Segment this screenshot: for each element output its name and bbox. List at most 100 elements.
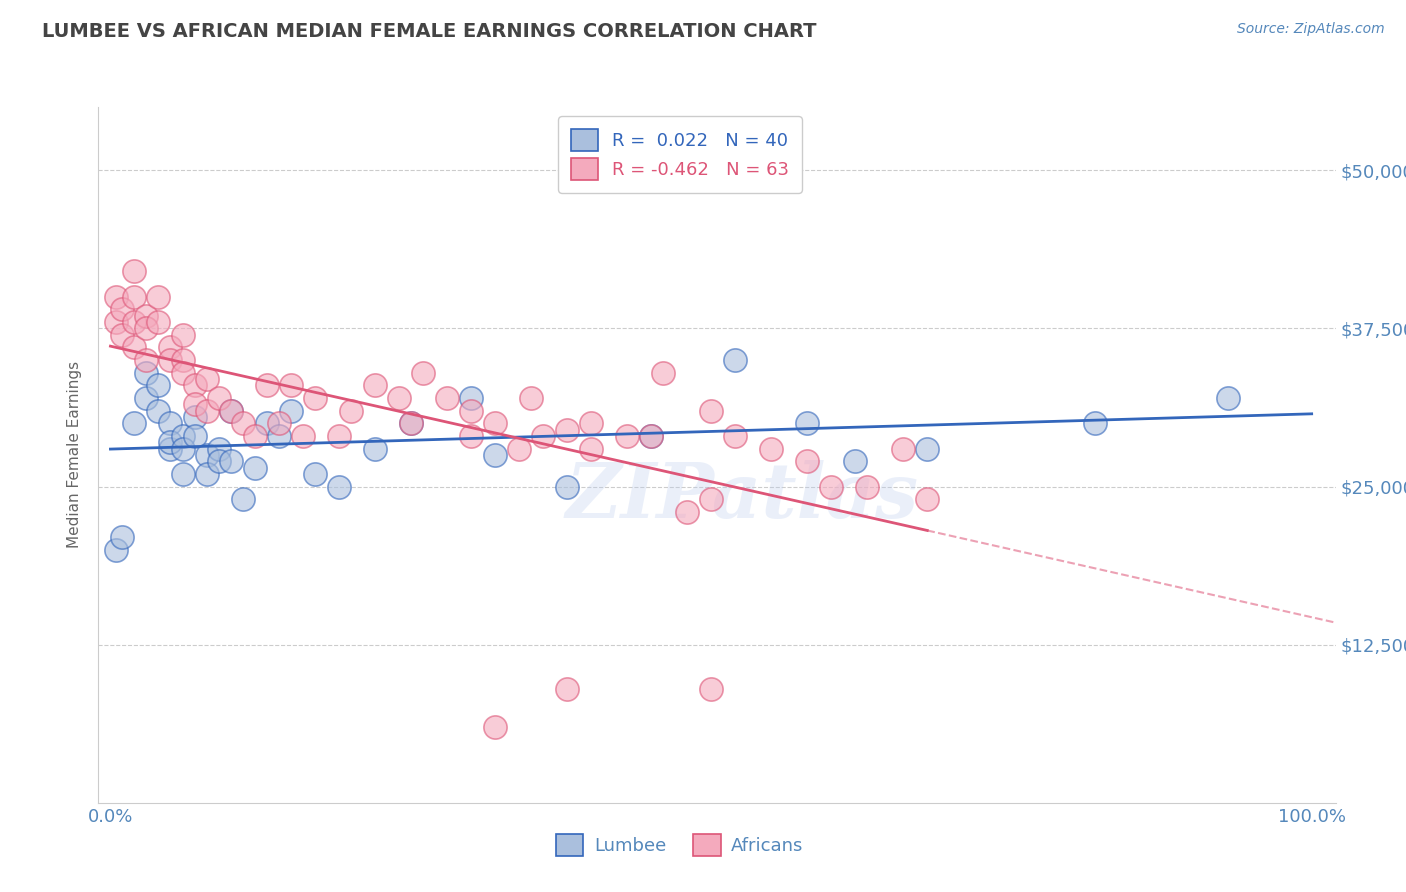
Point (256, 378, 278, 392)
Point (796, 454, 818, 468)
Point (280, 403, 302, 417)
Point (364, 442, 387, 456)
Point (172, 353, 194, 368)
Point (148, 378, 170, 392)
Point (124, 315, 146, 329)
Point (207, 454, 229, 468)
Point (105, 290, 128, 304)
Point (291, 429, 314, 443)
Point (195, 467, 218, 481)
Point (172, 429, 194, 443)
Point (484, 720, 506, 734)
Point (159, 340, 181, 354)
Point (195, 448, 218, 462)
Point (172, 327, 194, 342)
Point (111, 302, 134, 317)
Text: LUMBEE VS AFRICAN MEDIAN FEMALE EARNINGS CORRELATION CHART: LUMBEE VS AFRICAN MEDIAN FEMALE EARNINGS… (42, 22, 817, 41)
Point (111, 530, 134, 544)
Point (256, 417, 278, 431)
Point (135, 366, 157, 380)
Point (917, 492, 939, 507)
Point (148, 315, 170, 329)
Point (304, 467, 326, 481)
Point (917, 442, 939, 456)
Point (508, 442, 530, 456)
Text: Source: ZipAtlas.com: Source: ZipAtlas.com (1237, 22, 1385, 37)
Point (232, 492, 254, 507)
Point (124, 417, 146, 431)
Point (399, 417, 422, 431)
Point (159, 353, 181, 368)
Point (135, 309, 157, 323)
Text: ZIPatlas: ZIPatlas (565, 459, 918, 533)
Point (555, 681, 578, 696)
Point (148, 403, 170, 417)
Point (267, 417, 290, 431)
Point (676, 505, 699, 519)
Point (207, 391, 229, 405)
Point (412, 366, 434, 380)
Point (172, 467, 194, 481)
Point (460, 403, 482, 417)
Point (328, 429, 350, 443)
Point (232, 417, 254, 431)
Point (364, 378, 387, 392)
Point (460, 429, 482, 443)
Point (280, 378, 302, 392)
Point (520, 391, 543, 405)
Point (135, 391, 157, 405)
Point (1216, 391, 1239, 405)
Point (759, 442, 782, 456)
Point (219, 454, 242, 468)
Point (724, 353, 747, 368)
Point (700, 681, 723, 696)
Point (579, 442, 602, 456)
Point (436, 391, 458, 405)
Point (856, 479, 879, 493)
Point (172, 442, 194, 456)
Point (148, 290, 170, 304)
Point (135, 353, 157, 368)
Point (555, 423, 578, 437)
Point (105, 542, 128, 557)
Point (159, 417, 181, 431)
Point (267, 429, 290, 443)
Point (135, 321, 157, 335)
Point (159, 435, 181, 450)
Point (105, 315, 128, 329)
Point (891, 442, 914, 456)
Point (124, 264, 146, 278)
Point (124, 340, 146, 354)
Point (159, 442, 181, 456)
Point (243, 429, 266, 443)
Point (219, 403, 242, 417)
Point (304, 391, 326, 405)
Point (183, 397, 205, 411)
Point (183, 409, 205, 424)
Point (820, 479, 842, 493)
Point (1084, 417, 1107, 431)
Point (640, 429, 662, 443)
Point (652, 366, 675, 380)
Point (484, 417, 506, 431)
Point (183, 429, 205, 443)
Point (579, 417, 602, 431)
Y-axis label: Median Female Earnings: Median Female Earnings (67, 361, 83, 549)
Point (219, 403, 242, 417)
Point (531, 429, 554, 443)
Point (460, 391, 482, 405)
Point (724, 429, 747, 443)
Point (207, 442, 229, 456)
Point (195, 403, 218, 417)
Point (796, 417, 818, 431)
Point (339, 403, 361, 417)
Point (183, 378, 205, 392)
Point (484, 448, 506, 462)
Point (172, 366, 194, 380)
Point (328, 479, 350, 493)
Point (700, 403, 723, 417)
Point (616, 429, 638, 443)
Point (700, 492, 723, 507)
Point (555, 479, 578, 493)
Point (124, 290, 146, 304)
